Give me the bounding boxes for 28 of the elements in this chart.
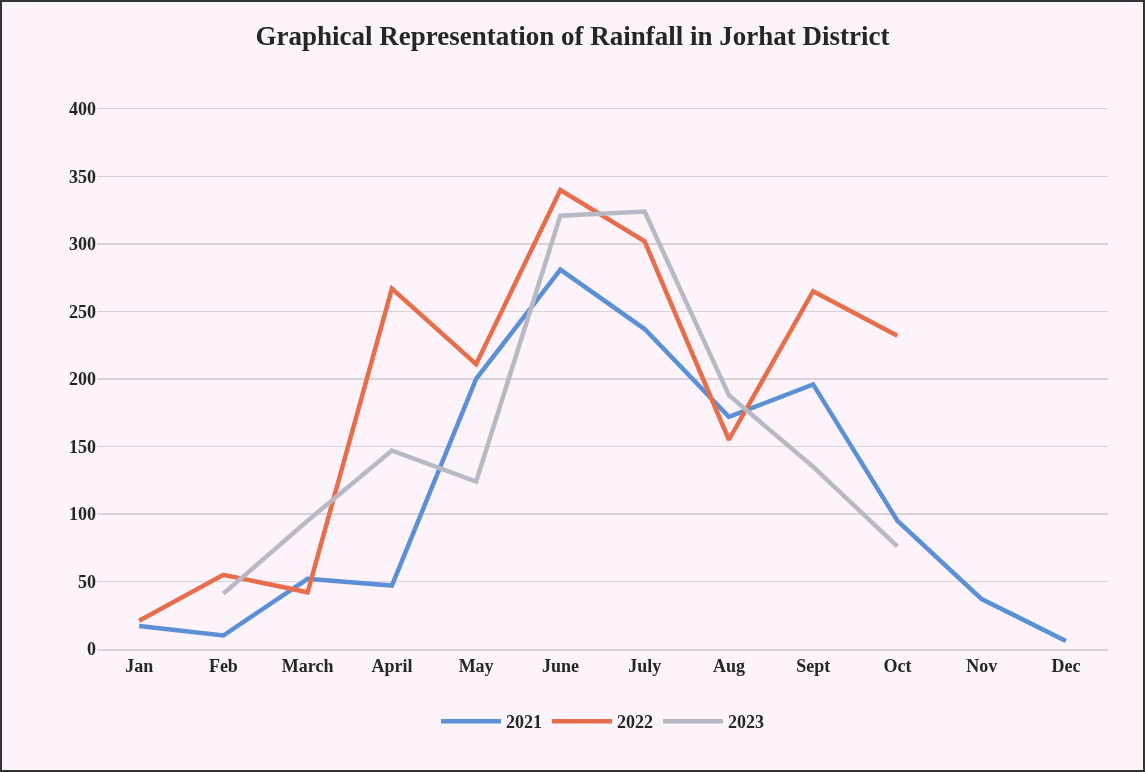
line-series [136, 187, 900, 623]
legend-label: 2021 [506, 712, 542, 733]
line-series [136, 267, 1069, 644]
legend-label: 2023 [728, 712, 764, 733]
x-tick-label: May [458, 656, 494, 677]
x-tick-label: June [541, 656, 579, 677]
y-tick-label: 350 [69, 166, 96, 187]
y-tick-label: 150 [69, 436, 96, 457]
y-tick-label: 50 [78, 571, 96, 592]
x-tick-label: Jan [125, 656, 154, 677]
x-tick-label: July [628, 656, 662, 677]
x-tick-label: Nov [966, 656, 998, 677]
x-tick-label: Feb [208, 656, 238, 677]
x-tick-label: Aug [712, 656, 745, 677]
x-tick-label: Oct [883, 656, 912, 677]
y-tick-label: 250 [69, 301, 96, 322]
x-tick-label: March [281, 656, 334, 677]
chart-title: Graphical Representation of Rainfall in Jorhat District [255, 21, 890, 52]
x-tick-label: Sept [796, 656, 831, 677]
y-tick-label: 0 [87, 639, 96, 660]
line-series [221, 209, 900, 596]
x-tick-label: Dec [1051, 656, 1081, 677]
y-tick-label: 100 [69, 504, 96, 525]
y-tick-label: 300 [69, 234, 96, 255]
x-tick-label: April [371, 656, 413, 677]
y-tick-label: 200 [69, 369, 96, 390]
legend-label: 2022 [617, 712, 653, 733]
y-tick-label: 400 [69, 99, 96, 120]
